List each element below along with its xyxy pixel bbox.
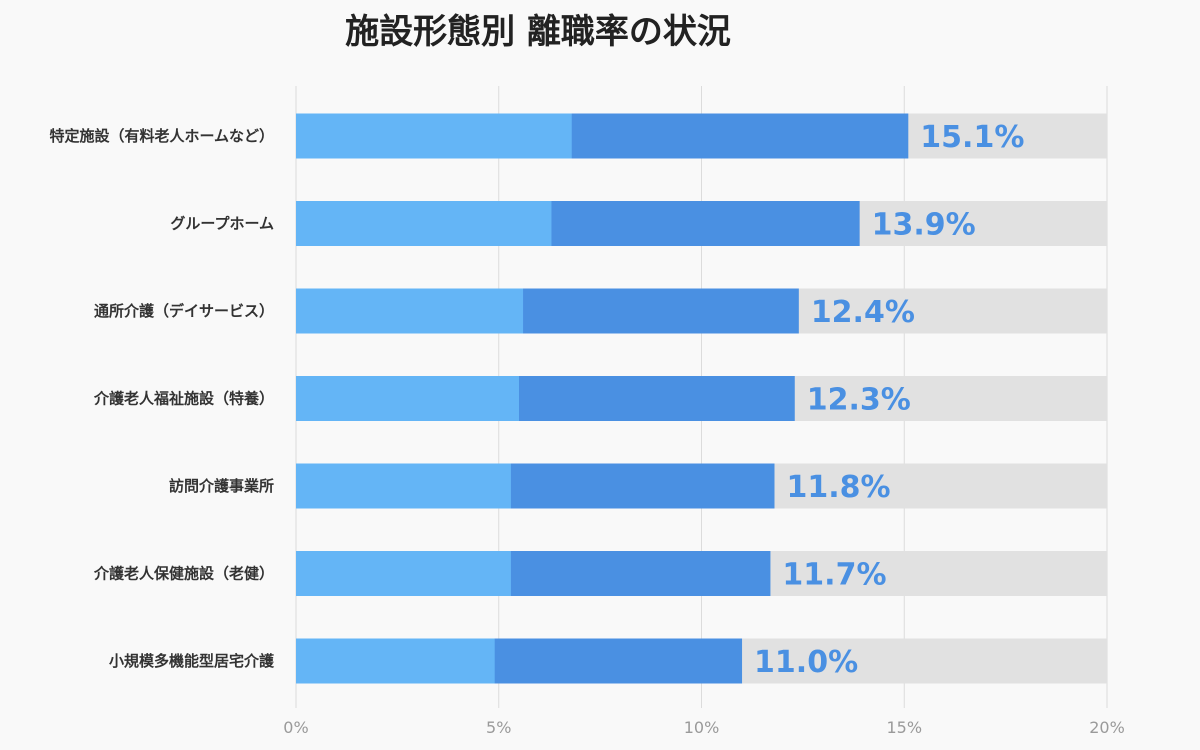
value-label-3: 12.3% (807, 383, 911, 418)
value-label-0: 15.1% (920, 120, 1024, 155)
bar-light-segment-2 (296, 288, 524, 334)
bar-light-segment-5 (296, 551, 511, 596)
value-label-4: 11.8% (786, 470, 890, 505)
bar-light-segment-3 (296, 376, 520, 421)
chart-title: 施設形態別 離職率の状況 (345, 12, 731, 52)
bar-light-segment-6 (296, 638, 495, 684)
bars (296, 113, 909, 684)
bar-light-segment-0 (296, 113, 572, 159)
x-tick-label-2: 10% (684, 718, 720, 737)
value-label-1: 13.9% (872, 208, 976, 243)
value-label-5: 11.7% (782, 558, 886, 593)
category-label-6: 小規模多機能型居宅介護 (109, 652, 275, 670)
category-label-0: 特定施設（有料老人ホームなど） (49, 127, 274, 145)
value-label-6: 11.0% (754, 645, 858, 680)
category-label-5: 介護老人保健施設（老健） (93, 565, 274, 583)
value-label-2: 12.4% (811, 295, 915, 330)
category-label-3: 介護老人福祉施設（特養） (93, 390, 274, 408)
x-tick-label-4: 20% (1089, 718, 1125, 737)
x-tick-label-3: 15% (886, 718, 922, 737)
bar-light-segment-1 (296, 201, 552, 246)
value-labels: 15.1% 13.9% 12.4% 12.3% 11.8% 11.7% 11.0% (754, 120, 1024, 680)
category-label-1: グループホーム (170, 215, 274, 233)
x-tick-label-1: 5% (486, 718, 511, 737)
bar-light-segment-4 (296, 463, 511, 509)
x-tick-label-0: 0% (283, 718, 308, 737)
category-label-4: 訪問介護事業所 (169, 477, 274, 495)
category-label-2: 通所介護（デイサービス） (94, 302, 274, 320)
x-axis-ticks: 0% 5% 10% 15% 20% (283, 718, 1124, 737)
